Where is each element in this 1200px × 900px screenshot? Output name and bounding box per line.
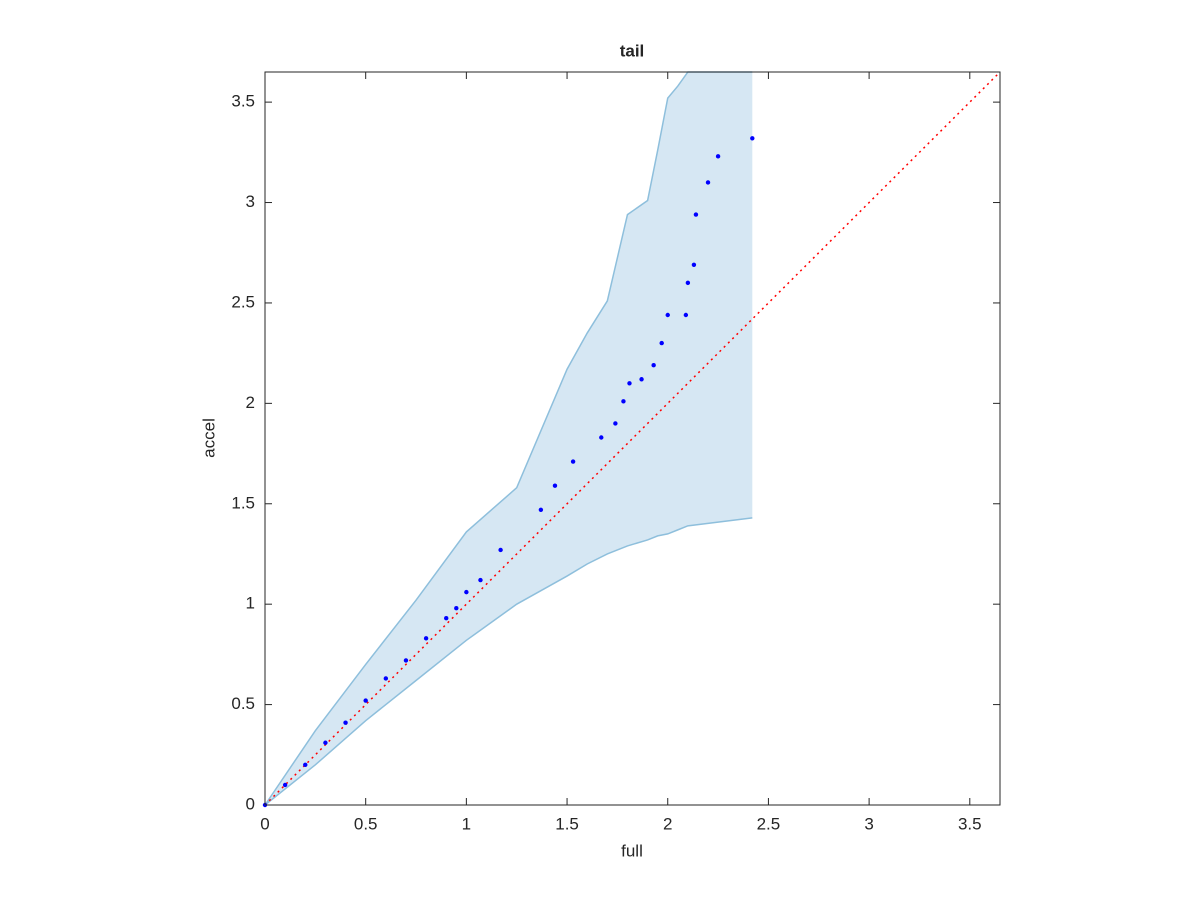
x-tick-label: 3 (864, 814, 873, 833)
point (659, 340, 664, 346)
point (705, 180, 711, 185)
point (282, 782, 288, 788)
y-tick-label: 0 (246, 794, 255, 813)
point (613, 421, 618, 426)
point (423, 636, 429, 641)
y-tick-label: 1.5 (231, 493, 255, 512)
point (691, 262, 697, 267)
y-axis-label: accel (199, 418, 218, 458)
point (627, 381, 632, 386)
point (651, 363, 656, 368)
x-tick-label: 2 (663, 814, 672, 833)
y-tick-label: 0.5 (231, 694, 255, 713)
point (665, 312, 670, 318)
point (552, 483, 558, 488)
chart-title: tail (620, 41, 645, 60)
point (444, 616, 449, 621)
point (323, 740, 328, 745)
y-tick-label: 3 (246, 192, 255, 211)
y-tick-label: 2.5 (231, 292, 255, 311)
point (478, 577, 483, 583)
point (570, 459, 576, 464)
reference-line (264, 71, 1001, 806)
point (343, 720, 348, 725)
point (538, 507, 544, 512)
point (498, 547, 503, 553)
x-tick-label: 3.5 (958, 814, 982, 833)
point (693, 212, 699, 217)
x-tick-label: 2.5 (757, 814, 781, 833)
point (683, 312, 689, 318)
point (750, 136, 755, 141)
axes-box (264, 71, 1001, 806)
x-tick-label: 0.5 (354, 814, 378, 833)
point (403, 658, 409, 663)
x-axis-label: full (621, 841, 643, 860)
y-tick-label: 3.5 (231, 92, 255, 111)
x-tick-label: 0 (260, 814, 269, 833)
band-upper (264, 71, 753, 806)
confidence-band (265, 72, 753, 805)
point (599, 435, 604, 440)
point (639, 377, 644, 382)
y-tick-label: 2 (246, 393, 255, 412)
x-tick-label: 1.5 (555, 814, 579, 833)
point (621, 399, 626, 404)
point (363, 698, 368, 703)
x-tick-label: 1 (462, 814, 471, 833)
point (464, 589, 469, 595)
point (454, 605, 459, 611)
point (715, 154, 721, 159)
point (685, 280, 691, 286)
band-lower (264, 517, 753, 806)
point (303, 762, 308, 768)
point (383, 676, 389, 681)
y-tick-label: 1 (246, 594, 255, 613)
